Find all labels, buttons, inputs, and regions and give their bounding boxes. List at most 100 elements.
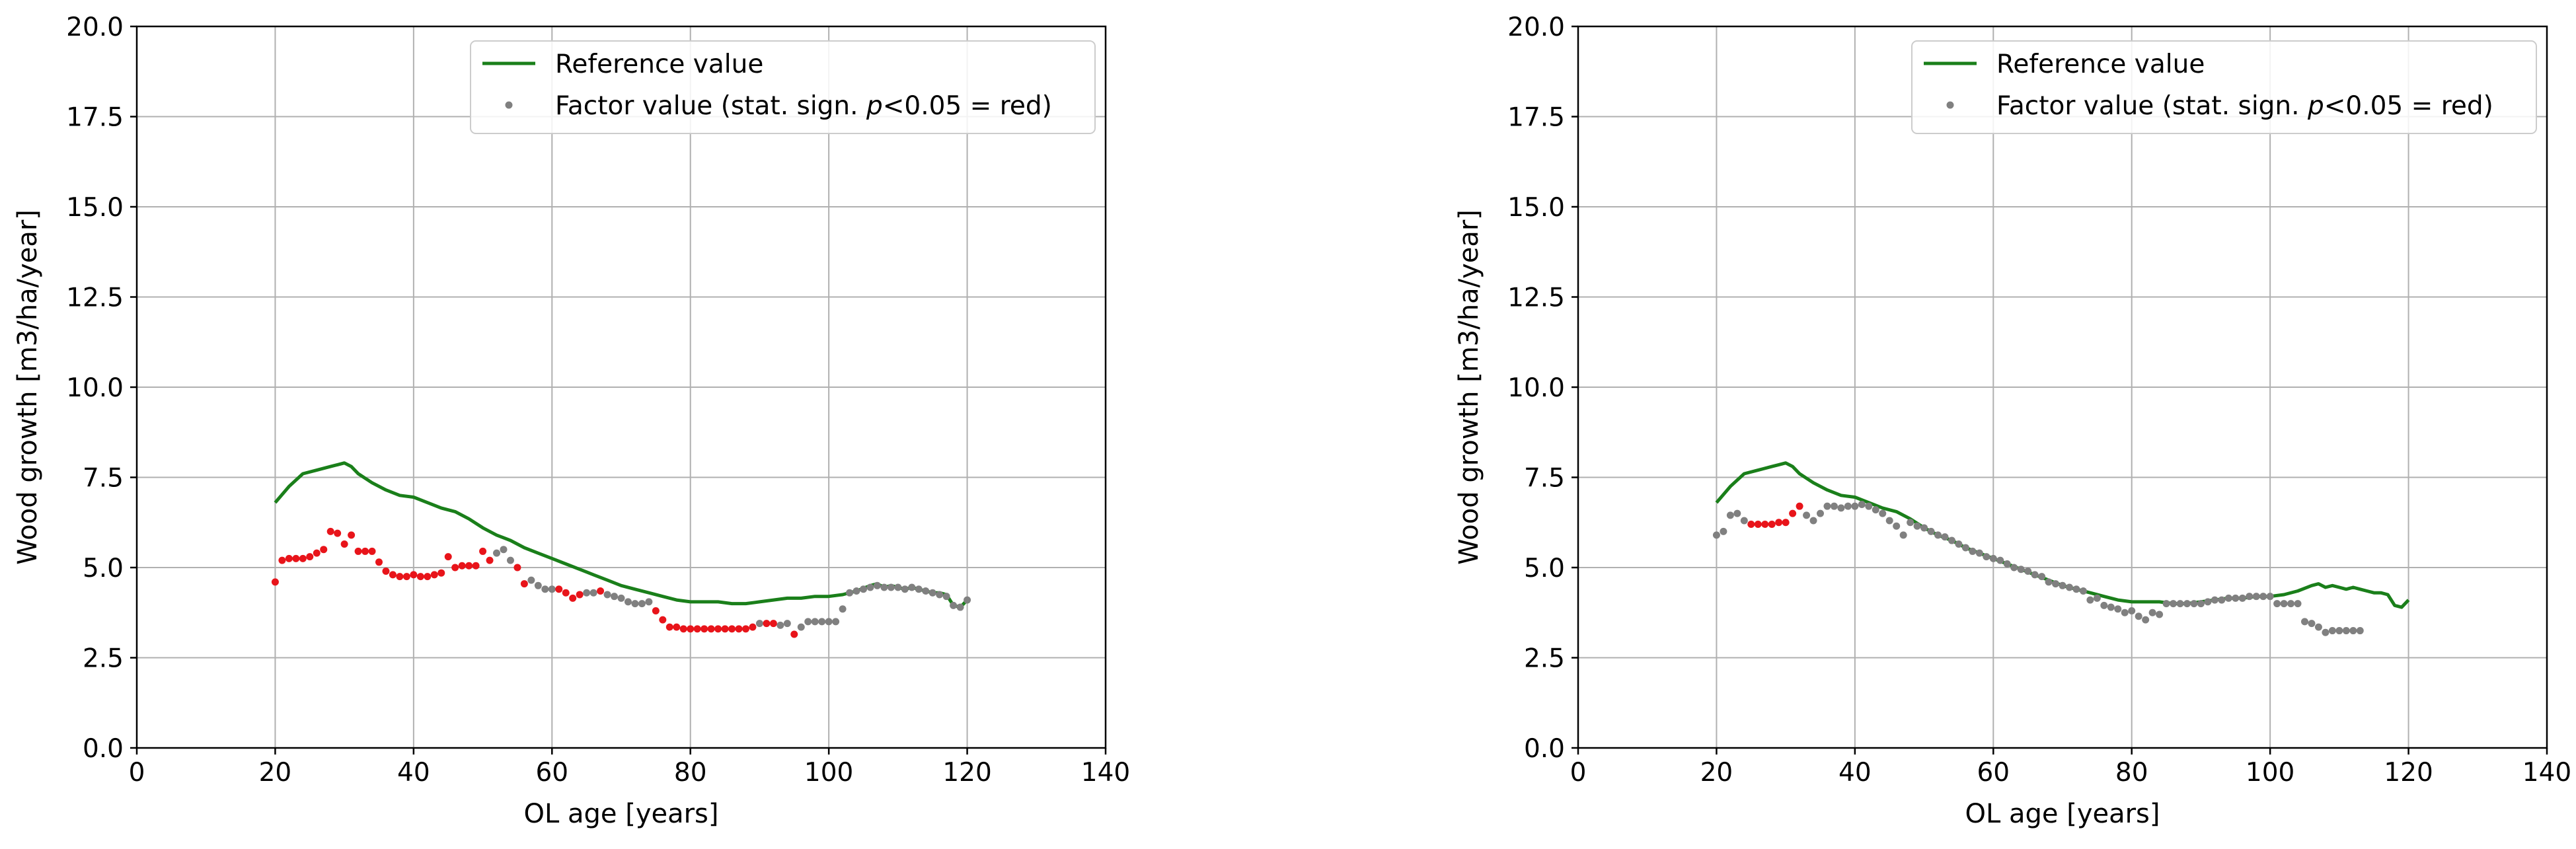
legend-point-swatch [1946, 101, 1954, 109]
factor-point [2176, 600, 2184, 608]
factor-point-significant [402, 573, 410, 581]
factor-point [548, 585, 556, 593]
factor-point [611, 593, 619, 601]
factor-point [534, 581, 542, 589]
factor-point [936, 591, 944, 599]
legend-point-swatch [505, 101, 513, 109]
factor-point [624, 598, 632, 606]
factor-point [2100, 601, 2108, 609]
factor-point-significant [693, 625, 701, 633]
factor-point [2356, 627, 2364, 635]
legend-label-factor-p: p [866, 91, 883, 121]
factor-point [2065, 583, 2073, 591]
factor-point-significant [576, 591, 584, 599]
factor-point-significant [520, 580, 528, 588]
factor-point [2287, 600, 2295, 608]
factor-point-significant [569, 594, 577, 602]
factor-point [2294, 600, 2302, 608]
factor-point-significant [451, 564, 459, 572]
x-tick-label: 120 [2384, 758, 2433, 788]
legend-label-factor: Factor value (stat. sign. p<0.05 = red) [555, 91, 1052, 121]
factor-point-significant [354, 547, 362, 555]
y-tick-label: 0.0 [1524, 734, 1565, 764]
factor-point [1817, 509, 1824, 517]
factor-point [1934, 531, 1942, 539]
x-axis-title: OL age [years] [1965, 799, 2160, 829]
factor-point [2156, 610, 2164, 618]
factor-point-significant [659, 616, 667, 624]
y-tick-label: 12.5 [66, 283, 124, 313]
factor-point-significant [721, 625, 729, 633]
x-tick-label: 140 [2522, 758, 2571, 788]
y-tick-label: 15.0 [1507, 193, 1565, 223]
factor-point-significant [1747, 520, 1755, 528]
factor-point [1830, 502, 1838, 510]
factor-point [2246, 593, 2254, 601]
factor-point [852, 587, 860, 595]
factor-point [1899, 531, 1907, 539]
x-tick-label: 40 [1838, 758, 1872, 788]
factor-point [2114, 605, 2122, 613]
factor-point [2308, 620, 2316, 628]
y-tick-label: 12.5 [1507, 283, 1565, 313]
y-tick-label: 2.5 [1524, 644, 1565, 674]
legend-box [1911, 40, 2537, 134]
factor-point [2204, 598, 2212, 606]
factor-point [956, 603, 964, 611]
factor-point [1720, 527, 1727, 535]
factor-point-significant [340, 540, 348, 548]
factor-point [1975, 549, 1983, 557]
factor-point-significant [769, 620, 777, 628]
factor-point-significant [1789, 509, 1797, 517]
factor-point [2273, 600, 2281, 608]
factor-point [811, 618, 819, 626]
factor-point [2128, 607, 2136, 615]
factor-point-significant [728, 625, 736, 633]
y-axis-title: Wood growth [m3/ha/year] [1454, 209, 1484, 565]
factor-point-significant [375, 558, 383, 566]
y-tick-label: 20.0 [66, 13, 124, 42]
factor-point [1996, 556, 2004, 564]
x-tick-label: 60 [535, 758, 568, 788]
y-axis-title: Wood growth [m3/ha/year] [13, 209, 43, 565]
factor-point [1851, 502, 1859, 510]
factor-point [783, 620, 791, 628]
factor-point-significant [348, 531, 356, 539]
y-tick-label: 0.0 [83, 734, 124, 764]
factor-point [1885, 517, 1893, 525]
x-axis-title: OL age [years] [524, 799, 719, 829]
factor-point-significant [790, 630, 798, 638]
factor-point-significant [701, 625, 708, 633]
factor-point [2017, 566, 2025, 573]
x-tick-label: 120 [942, 758, 991, 788]
factor-point-significant [513, 564, 521, 572]
x-tick-label: 20 [1700, 758, 1733, 788]
factor-point [2342, 627, 2350, 635]
factor-point [964, 596, 971, 604]
legend-label-factor-p: p [2307, 91, 2324, 121]
x-tick-label: 140 [1081, 758, 1130, 788]
factor-point [2266, 593, 2274, 601]
factor-point-significant [1796, 502, 1803, 510]
factor-point [1809, 517, 1817, 525]
factor-point [2190, 600, 2198, 608]
y-tick-label: 10.0 [1507, 373, 1565, 403]
y-tick-label: 5.0 [83, 554, 124, 583]
factor-point [2335, 627, 2343, 635]
factor-point [866, 583, 874, 591]
factor-point [2314, 623, 2322, 631]
factor-point-significant [486, 556, 494, 564]
factor-point [1733, 509, 1741, 517]
factor-point-significant [458, 562, 466, 570]
factor-point [818, 618, 826, 626]
factor-point [1913, 522, 1921, 530]
factor-point [846, 589, 854, 597]
factor-point [2142, 616, 2150, 624]
factor-point-significant [396, 573, 404, 581]
factor-point-significant [1775, 519, 1783, 527]
factor-point-significant [410, 571, 418, 579]
x-tick-label: 20 [259, 758, 292, 788]
factor-point [2224, 594, 2232, 602]
factor-point [493, 549, 501, 557]
factor-point [2079, 587, 2087, 595]
